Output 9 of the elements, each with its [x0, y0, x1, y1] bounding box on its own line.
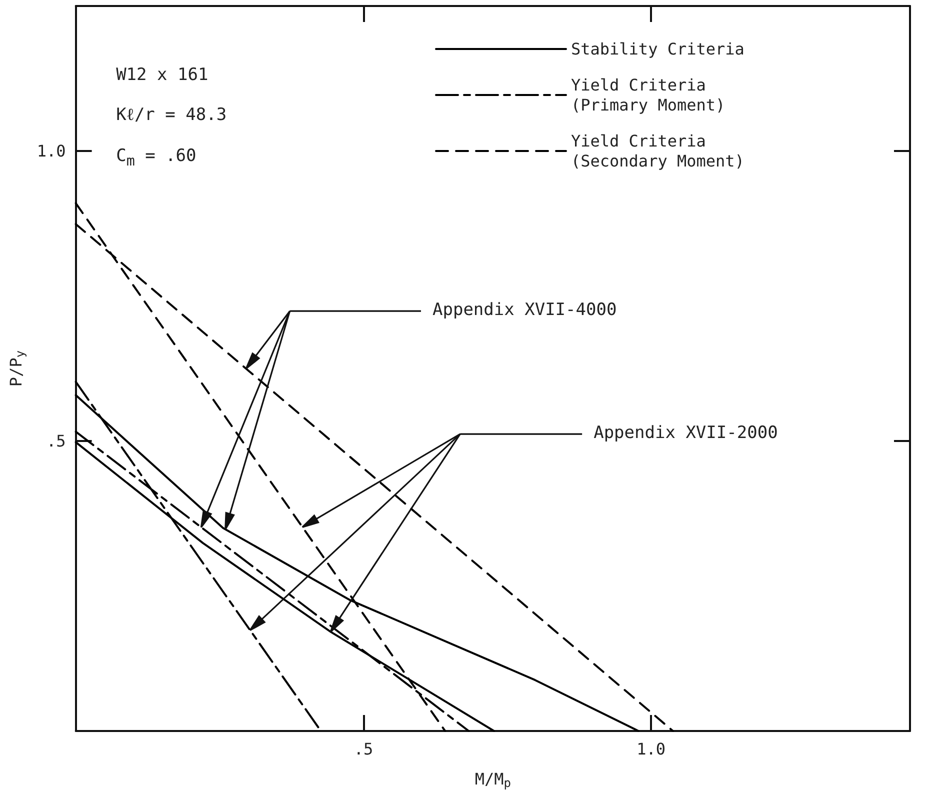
- annotation: C$_{m}$ = .60: [116, 146, 196, 170]
- text: Yield Criteria (Primary Moment): [571, 76, 726, 114]
- text: Yield Criteria (Secondary Moment): [571, 132, 744, 170]
- y-axis-title: P/Py: [6, 350, 27, 387]
- annotation: Appendix XVII-4000: [432, 300, 617, 320]
- annotation: W12 x 161: [116, 64, 208, 85]
- annotation: Appendix XVII-2000: [594, 423, 778, 444]
- text: Stability Criteria: [571, 40, 744, 58]
- annotation: Kℓ/r = 48.3: [116, 105, 227, 126]
